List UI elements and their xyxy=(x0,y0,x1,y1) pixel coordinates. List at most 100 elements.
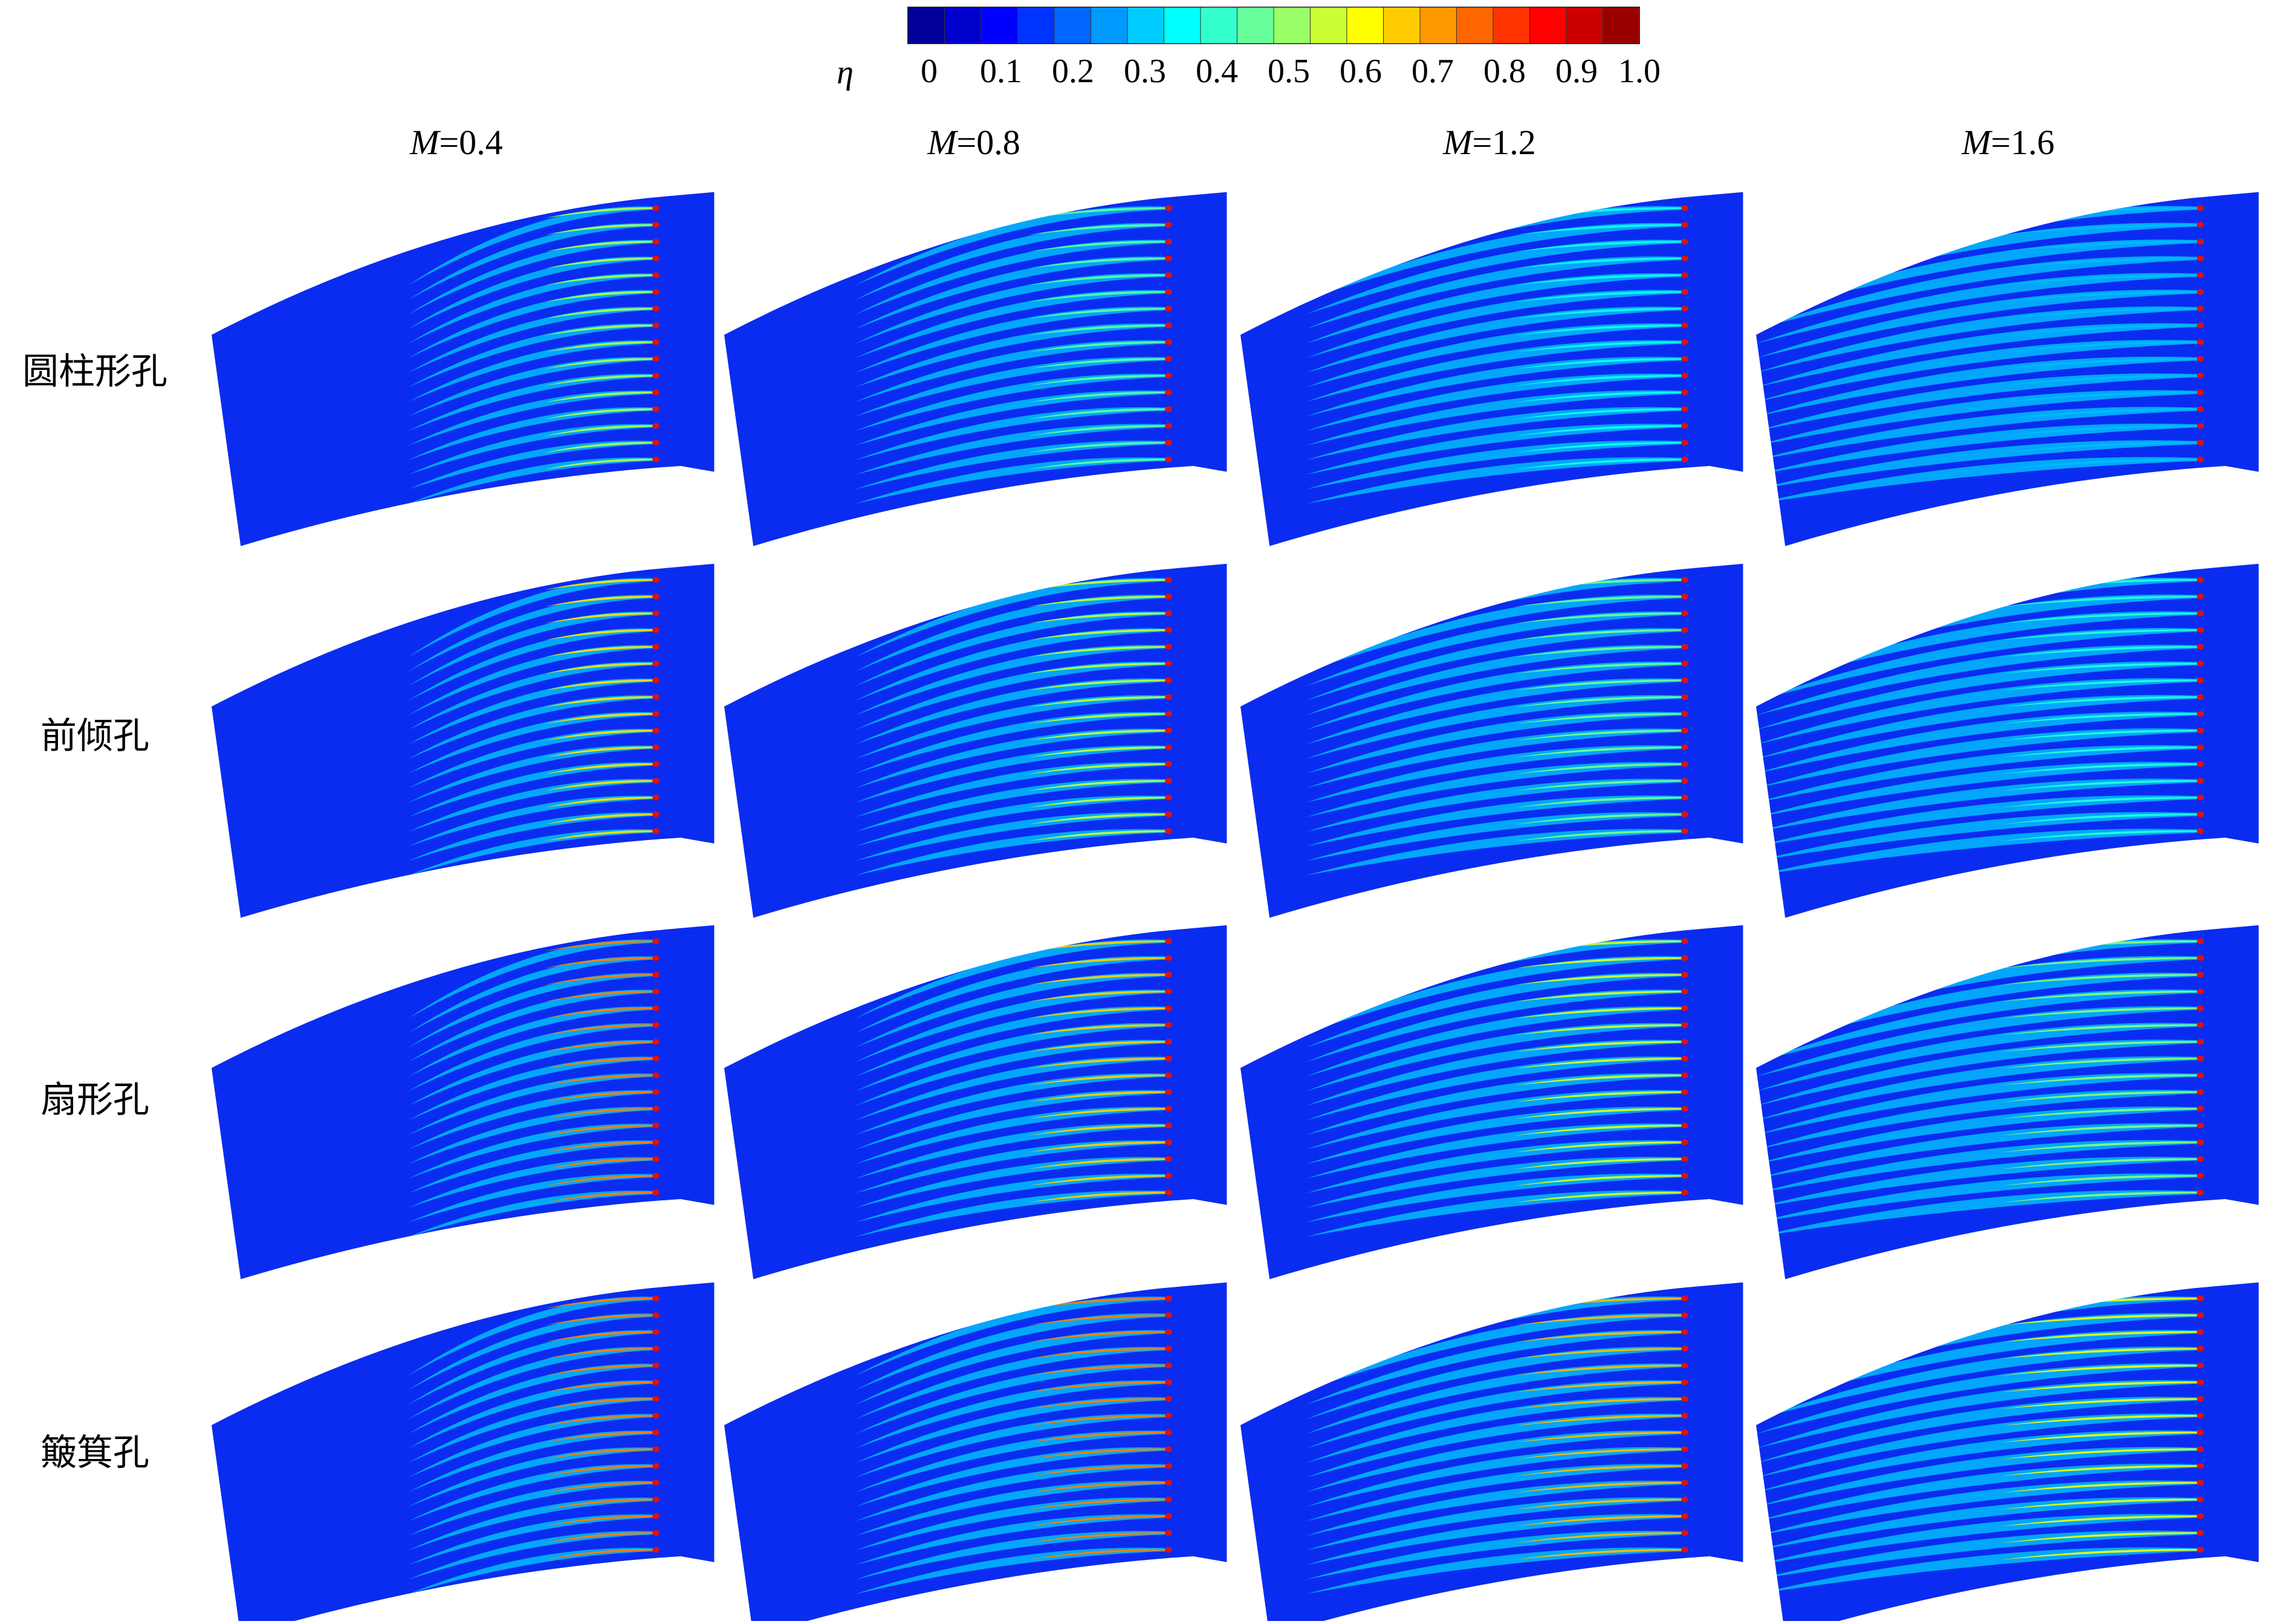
film-core xyxy=(544,341,656,352)
cooling-hole xyxy=(652,1089,660,1095)
cooling-hole xyxy=(652,322,660,329)
cooling-hole xyxy=(2197,1345,2204,1352)
film-streak xyxy=(1306,1547,1685,1594)
column-variable: M xyxy=(1442,123,1474,162)
film-core xyxy=(1514,1498,1685,1510)
film-core xyxy=(2000,1465,2201,1477)
cooling-hole xyxy=(2197,1463,2204,1469)
film-streak xyxy=(1756,1073,2201,1135)
film-core xyxy=(1514,1041,1685,1052)
film-core xyxy=(1514,746,1685,758)
film-core xyxy=(2000,814,2201,825)
film-core xyxy=(2000,1498,2201,1510)
film-core xyxy=(1027,1175,1169,1186)
film-core xyxy=(544,713,656,724)
column-variable: M xyxy=(409,123,441,162)
colorbar-band xyxy=(1493,7,1531,44)
cooling-hole xyxy=(2197,711,2204,717)
cooling-hole xyxy=(1165,778,1172,784)
film-core xyxy=(1027,257,1169,269)
contour-panel xyxy=(724,563,1227,918)
cooling-hole xyxy=(1681,594,1688,600)
film-streak xyxy=(1756,711,2201,774)
film-core xyxy=(1027,291,1169,302)
cooling-hole xyxy=(652,1038,660,1045)
film-core xyxy=(1027,957,1169,968)
cooling-hole xyxy=(2197,1105,2204,1112)
cooling-hole xyxy=(652,456,660,462)
film-core xyxy=(544,814,656,825)
cooling-hole xyxy=(652,1022,660,1028)
film-core xyxy=(2000,991,2201,1002)
cooling-hole xyxy=(2197,305,2204,312)
film-core xyxy=(1027,696,1169,708)
film-core xyxy=(1514,391,1685,403)
film-core xyxy=(544,308,656,319)
cooling-hole xyxy=(652,389,660,396)
film-core xyxy=(1514,1431,1685,1443)
cooling-hole xyxy=(1165,1446,1172,1452)
cooling-hole xyxy=(652,661,660,667)
film-core xyxy=(544,696,656,708)
film-streak xyxy=(1756,1480,2201,1536)
trailing-strip xyxy=(1176,925,1227,1279)
cooling-hole xyxy=(1681,1446,1688,1452)
cooling-hole xyxy=(1681,1429,1688,1435)
cooling-hole xyxy=(2197,272,2204,279)
film-core xyxy=(1514,291,1685,302)
cooling-hole xyxy=(652,1312,660,1318)
cooling-hole xyxy=(652,1328,660,1335)
contour-panel xyxy=(1240,1282,1743,1624)
cooling-hole xyxy=(1165,761,1172,768)
contour-field xyxy=(724,563,1227,918)
film-core xyxy=(1514,224,1685,235)
film-core xyxy=(2000,780,2201,791)
film-core xyxy=(2000,1548,2201,1560)
cooling-hole xyxy=(1165,456,1172,462)
cooling-hole xyxy=(2197,1429,2204,1435)
colorbar-band xyxy=(944,7,982,44)
film-core xyxy=(1514,1091,1685,1102)
film-streak xyxy=(1756,762,2201,818)
cooling-hole xyxy=(2197,1530,2204,1536)
cooling-hole xyxy=(652,1122,660,1129)
cooling-hole xyxy=(2197,255,2204,262)
film-core xyxy=(1514,1124,1685,1136)
film-core xyxy=(544,458,656,470)
cooling-hole xyxy=(1165,305,1172,312)
cooling-hole xyxy=(652,811,660,818)
film-streak xyxy=(1756,373,2201,432)
film-core xyxy=(544,207,656,219)
film-core xyxy=(1027,940,1169,952)
film-core xyxy=(1514,612,1685,624)
film-core xyxy=(1514,763,1685,775)
colorbar-symbol: η xyxy=(837,54,854,91)
cooling-hole xyxy=(1681,1328,1688,1335)
contour-field xyxy=(212,925,715,1279)
film-core xyxy=(1514,940,1685,952)
contour-panel xyxy=(1240,192,1743,546)
cooling-hole xyxy=(1165,811,1172,818)
cooling-hole xyxy=(2197,661,2204,667)
cooling-hole xyxy=(1165,1463,1172,1469)
film-streak xyxy=(855,1190,1169,1237)
film-core xyxy=(2000,645,2201,658)
film-core xyxy=(1027,797,1169,808)
cooling-hole xyxy=(1165,711,1172,717)
cooling-hole xyxy=(1165,1396,1172,1402)
film-core xyxy=(1027,375,1169,386)
cooling-hole xyxy=(2197,727,2204,734)
trailing-strip xyxy=(663,925,715,1279)
cooling-hole xyxy=(652,1156,660,1162)
cooling-hole xyxy=(2197,456,2204,462)
contour-field xyxy=(1240,925,1743,1279)
film-core xyxy=(2000,1191,2201,1203)
film-core xyxy=(544,1532,656,1544)
film-core xyxy=(1027,713,1169,724)
film-core xyxy=(1514,241,1685,252)
cooling-hole xyxy=(1681,811,1688,818)
film-core xyxy=(1514,1465,1685,1477)
film-streak xyxy=(1306,424,1685,475)
film-core xyxy=(2000,408,2201,419)
